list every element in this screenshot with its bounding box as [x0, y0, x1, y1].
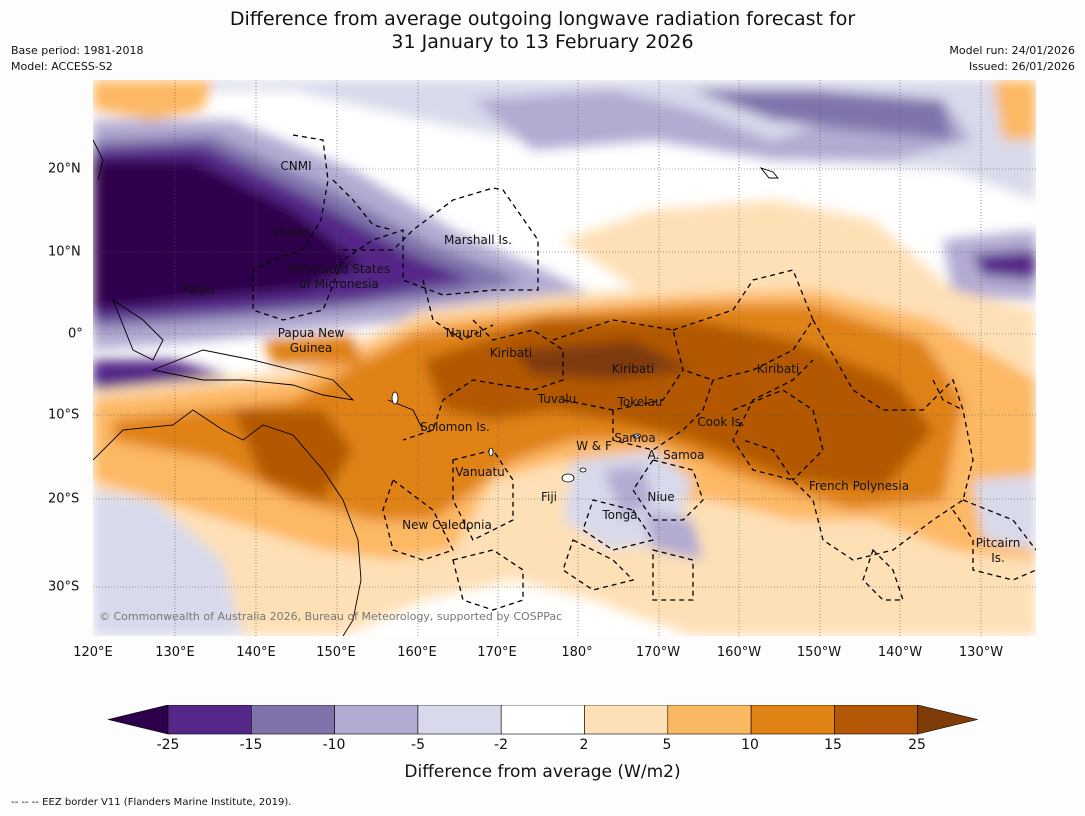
- label-guam: Guam: [274, 225, 310, 239]
- colorbar-label: -2: [494, 737, 508, 753]
- map-title-line2: 31 January to 13 February 2026: [391, 31, 694, 53]
- lat-tick: 20°S: [48, 491, 80, 507]
- label-cook-islands: Cook Is.: [697, 415, 745, 429]
- colorbar-label: 5: [662, 737, 672, 753]
- lon-tick: 140°E: [236, 645, 276, 660]
- base-period: Base period: 1981-2018: [11, 44, 144, 57]
- label-fsm-line1: Federated States: [287, 262, 391, 276]
- colorbar-label: -10: [322, 737, 346, 753]
- lat-tick: 20°N: [48, 161, 81, 177]
- colorbar-segment: [500, 705, 585, 735]
- lat-tick: 30°S: [48, 579, 80, 595]
- lat-tick: 10°N: [48, 244, 81, 260]
- colorbar-label: 10: [741, 737, 759, 753]
- label-png-line1: Papua New: [277, 326, 345, 340]
- lat-tick: 0°: [68, 326, 83, 342]
- colorbar-label: -15: [239, 737, 263, 753]
- label-cnmi: CNMI: [280, 159, 312, 173]
- copyright-notice: © Commonwealth of Australia 2026, Bureau…: [99, 610, 563, 623]
- label-kiribati-central: Kiribati: [611, 362, 655, 376]
- colorbar-segment: [251, 705, 335, 735]
- label-solomon-islands: Solomon Is.: [420, 420, 490, 434]
- label-palau: Palau: [181, 283, 215, 297]
- colorbar-segment: [167, 705, 252, 735]
- label-png-line2: Guinea: [289, 341, 333, 355]
- colorbar-segment: [584, 705, 669, 735]
- lon-tick: 150°W: [796, 645, 842, 660]
- eez-footnote: -- -- -- EEZ border V11 (Flanders Marine…: [11, 797, 292, 808]
- colorbar-label: 15: [824, 737, 842, 753]
- lat-tick: 10°S: [48, 407, 80, 423]
- colorbar-extend-low: [108, 705, 169, 735]
- lon-tick: 170°W: [635, 645, 681, 660]
- label-french-polynesia: French Polynesia: [808, 479, 910, 493]
- colorbar-label: 2: [579, 737, 589, 753]
- colorbar-segment: [667, 705, 752, 735]
- label-samoa: Samoa: [614, 431, 656, 445]
- lon-tick: 170°E: [477, 645, 517, 660]
- label-nauru: Nauru: [445, 326, 483, 340]
- label-marshall-islands: Marshall Is.: [444, 233, 512, 247]
- colorbar-label: -5: [411, 737, 425, 753]
- model-run: Model run: 24/01/2026: [949, 44, 1075, 57]
- eez-borders: [252, 134, 1036, 611]
- lon-tick: 160°E: [397, 645, 437, 660]
- colorbar: [108, 705, 978, 735]
- lon-tick: 130°E: [155, 645, 195, 660]
- label-wallis-futuna: W & F: [576, 439, 612, 453]
- label-fsm-line2: of Micronesia: [299, 277, 379, 291]
- label-fiji: Fiji: [540, 490, 558, 504]
- colorbar-segment: [750, 705, 835, 735]
- label-american-samoa: A. Samoa: [647, 448, 705, 462]
- label-new-caledonia: New Caledonia: [402, 518, 492, 532]
- lon-tick: 150°E: [316, 645, 356, 660]
- colorbar-title: Difference from average (W/m2): [404, 762, 681, 782]
- lon-tick: 130°W: [958, 645, 1004, 660]
- label-tonga: Tonga: [602, 508, 638, 522]
- islands: [391, 391, 642, 483]
- anomaly-fields: [93, 80, 1036, 636]
- lon-tick: 180°: [561, 645, 593, 660]
- label-kiribati-east: Kiribati: [756, 362, 800, 376]
- colorbar-extend-high: [917, 705, 978, 735]
- colorbar-label: 25: [908, 737, 926, 753]
- colorbar-segment: [334, 705, 419, 735]
- label-tokelau: Tokelau: [617, 395, 663, 409]
- label-niue: Niue: [647, 490, 675, 504]
- label-tuvalu: Tuvalu: [537, 392, 577, 406]
- label-kiribati-west: Kiribati: [489, 346, 533, 360]
- colorbar-label: -25: [156, 737, 180, 753]
- colorbar-segment: [417, 705, 502, 735]
- map-title-line1: Difference from average outgoing longwav…: [229, 8, 856, 30]
- anomaly-map: [93, 80, 1036, 636]
- lon-tick: 160°W: [716, 645, 762, 660]
- lon-tick: 140°W: [877, 645, 923, 660]
- lon-tick: 120°E: [73, 645, 113, 660]
- colorbar-segment: [834, 705, 919, 735]
- label-pitcairn-line1: Pitcairn: [975, 536, 1021, 550]
- label-pitcairn-line2: Is.: [991, 551, 1005, 565]
- model-name: Model: ACCESS-S2: [11, 60, 113, 73]
- graticule: [93, 80, 1036, 636]
- label-vanuatu: Vanuatu: [455, 465, 505, 479]
- issued-date: Issued: 26/01/2026: [968, 60, 1075, 73]
